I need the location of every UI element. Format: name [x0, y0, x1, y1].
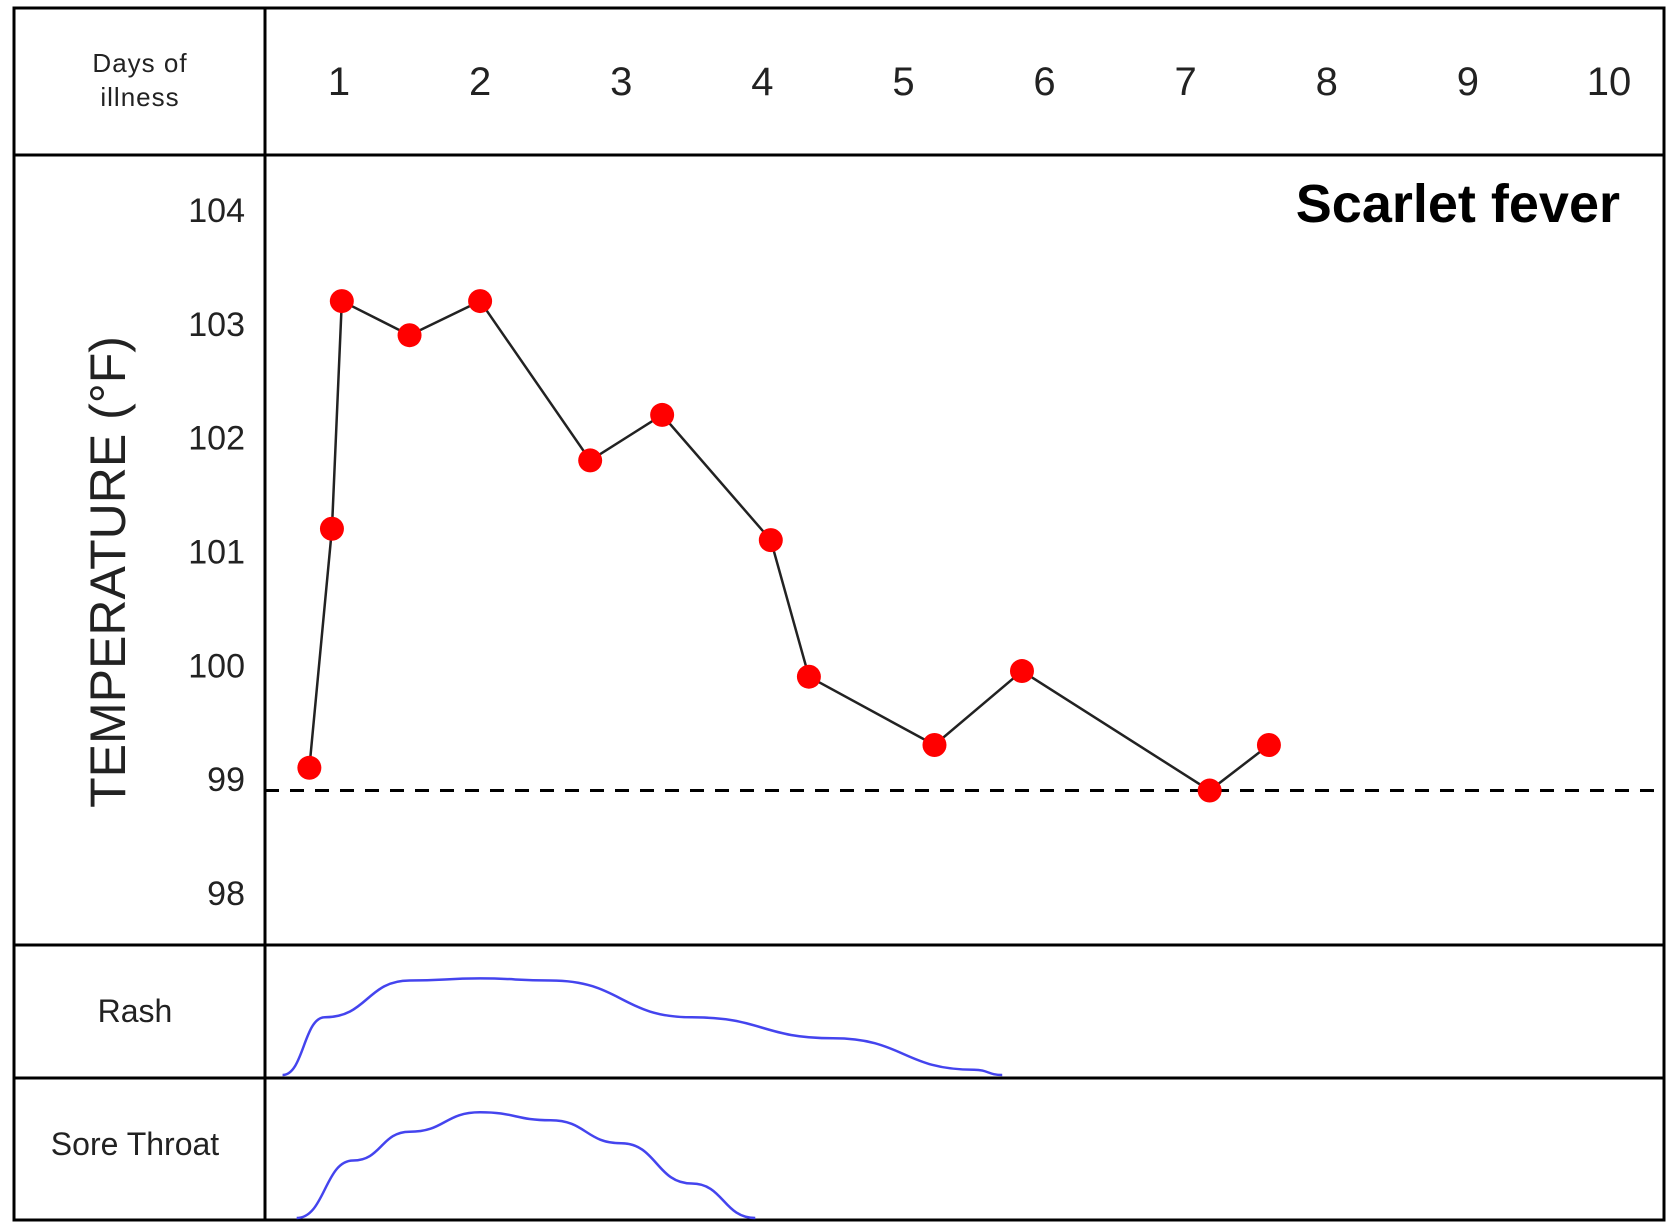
x-tick-label: 6 [1033, 60, 1055, 104]
table-border [12, 6, 1666, 1222]
x-tick-label: 9 [1457, 60, 1479, 104]
data-point [650, 402, 675, 427]
data-point [578, 448, 603, 473]
data-point [1256, 733, 1281, 758]
symptom-curves [282, 977, 1003, 1220]
x-tick-label: 8 [1316, 60, 1338, 104]
data-point [397, 323, 422, 348]
chart-title: Scarlet fever [1296, 174, 1620, 234]
y-tick-label: 98 [207, 875, 245, 913]
days-of-illness-label-line2: illness [100, 82, 179, 112]
x-tick-label: 4 [751, 60, 773, 104]
y-tick-labels: 104 103 102 101 100 99 98 [188, 192, 245, 913]
data-point [468, 289, 493, 314]
sore-throat-row-label: Sore Throat [51, 1126, 220, 1162]
days-of-illness-label-line1: Days of [92, 48, 187, 78]
sore-throat-curve [296, 1110, 756, 1220]
x-tick-label: 3 [610, 60, 632, 104]
data-point [922, 733, 947, 758]
x-tick-label: 10 [1587, 60, 1632, 104]
y-tick-label: 99 [207, 761, 245, 799]
x-tick-label: 2 [469, 60, 491, 104]
temperature-series [297, 289, 1281, 803]
data-point [758, 528, 783, 553]
data-point [329, 289, 354, 314]
data-point [1009, 659, 1034, 684]
data-point [1197, 778, 1222, 803]
y-tick-label: 100 [188, 647, 245, 685]
y-tick-label: 102 [188, 420, 245, 458]
data-point [796, 664, 821, 689]
y-axis-label: TEMPERATURE (°F) [80, 336, 136, 808]
y-tick-label: 104 [188, 192, 245, 230]
data-point [319, 516, 344, 541]
y-tick-label: 101 [188, 534, 245, 572]
y-tick-label: 103 [188, 306, 245, 344]
x-tick-label: 5 [892, 60, 914, 104]
rash-curve [282, 977, 1003, 1077]
x-tick-labels: 1 2 3 4 5 6 7 8 9 10 [328, 60, 1631, 104]
rash-row-label: Rash [98, 993, 173, 1029]
x-tick-label: 1 [328, 60, 350, 104]
data-point [297, 755, 322, 780]
series-line [308, 299, 1270, 793]
x-tick-label: 7 [1175, 60, 1197, 104]
